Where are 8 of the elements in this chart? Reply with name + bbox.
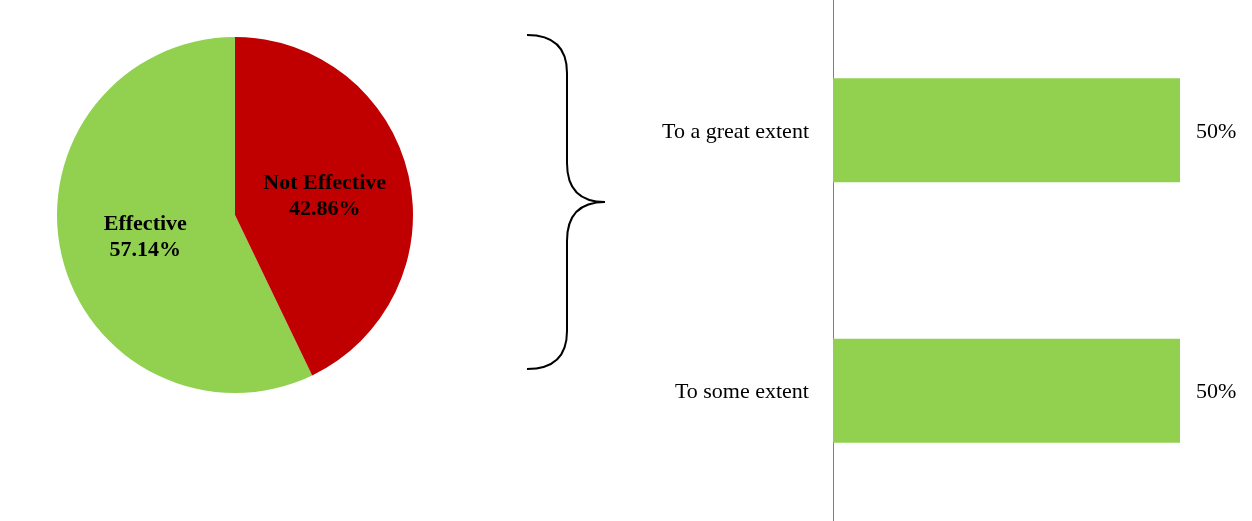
data-label: 42.86% <box>288 195 361 221</box>
y-tick-label: To some extent <box>674 378 809 404</box>
data-label: 50% <box>1196 117 1237 143</box>
slice-label: Effective <box>103 209 188 235</box>
data-label: 57.14% <box>109 235 182 261</box>
y-tick-label: To a great extent <box>662 117 809 143</box>
slice-label: Not Effective <box>263 169 387 195</box>
data-label: 50% <box>1196 378 1237 404</box>
